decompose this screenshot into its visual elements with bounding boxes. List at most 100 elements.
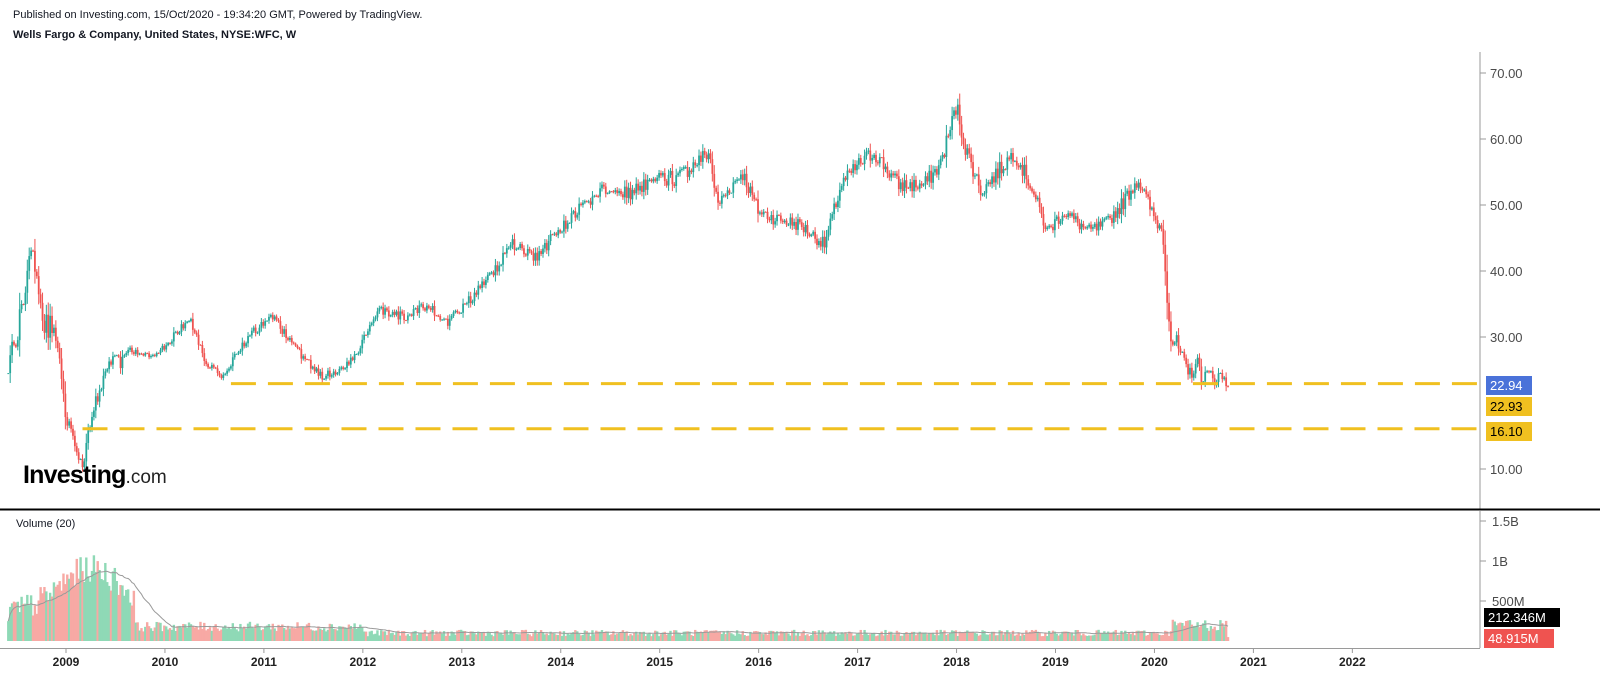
candle bbox=[582, 200, 584, 208]
candle bbox=[966, 144, 969, 159]
volume-bar bbox=[992, 631, 996, 641]
candle bbox=[977, 166, 980, 194]
candle bbox=[1053, 211, 1056, 238]
volume-bar bbox=[166, 629, 170, 641]
candle bbox=[911, 175, 914, 198]
volume-bar bbox=[459, 629, 463, 641]
volume-bar bbox=[153, 627, 157, 641]
volume-bar bbox=[43, 587, 46, 641]
volume-bar bbox=[667, 633, 670, 641]
candle bbox=[7, 373, 10, 375]
volume-bar bbox=[408, 635, 411, 641]
volume-bar bbox=[968, 631, 971, 641]
candle bbox=[406, 312, 409, 324]
volume-bar bbox=[1224, 620, 1228, 641]
volume-bar bbox=[201, 628, 204, 641]
candle bbox=[45, 304, 48, 343]
candle bbox=[993, 171, 995, 187]
candle bbox=[563, 214, 565, 238]
candle bbox=[357, 351, 360, 356]
candle bbox=[1063, 214, 1066, 218]
candle bbox=[597, 194, 600, 198]
candle bbox=[249, 334, 251, 338]
candle bbox=[587, 199, 590, 204]
candle bbox=[694, 159, 697, 169]
candle bbox=[595, 194, 598, 198]
volume-bar bbox=[199, 621, 202, 641]
volume-bar bbox=[897, 632, 901, 641]
volume-bar bbox=[1203, 620, 1207, 641]
candle bbox=[768, 216, 771, 223]
candle bbox=[1124, 185, 1127, 218]
volume-bar bbox=[1162, 634, 1165, 641]
volume-bar bbox=[642, 631, 646, 641]
candle bbox=[1187, 358, 1189, 380]
logo-tld: .com bbox=[125, 467, 167, 488]
volume-bar bbox=[1167, 635, 1171, 641]
candle bbox=[106, 367, 109, 373]
volume-bar bbox=[260, 630, 263, 641]
candle bbox=[258, 324, 261, 336]
candle bbox=[1181, 351, 1184, 353]
candle bbox=[859, 154, 862, 167]
candle bbox=[372, 316, 375, 327]
volume-bar bbox=[893, 634, 897, 641]
candle bbox=[998, 152, 1001, 188]
volume-ma-tag: 212.346M bbox=[1484, 608, 1560, 627]
candle bbox=[574, 207, 577, 222]
candle bbox=[1183, 348, 1186, 361]
volume-bar bbox=[241, 628, 244, 641]
volume-bar bbox=[1217, 629, 1220, 641]
candle bbox=[606, 192, 609, 195]
candle bbox=[1223, 375, 1226, 381]
candle bbox=[1076, 212, 1079, 227]
candle bbox=[60, 347, 63, 390]
volume-bar bbox=[220, 629, 223, 641]
candle bbox=[1133, 177, 1136, 199]
candle bbox=[916, 185, 919, 191]
volume-bar bbox=[275, 630, 278, 641]
candle bbox=[861, 162, 864, 165]
volume-bar bbox=[1186, 620, 1190, 641]
candle bbox=[334, 369, 337, 377]
candle bbox=[306, 358, 308, 361]
candle bbox=[28, 247, 31, 280]
candle bbox=[51, 306, 53, 343]
candles bbox=[7, 93, 1229, 472]
candle bbox=[913, 173, 915, 198]
candle bbox=[949, 126, 952, 140]
candle bbox=[953, 107, 955, 120]
volume-bar bbox=[1213, 626, 1216, 641]
candle bbox=[1044, 222, 1047, 232]
volume-bar bbox=[654, 630, 657, 641]
candle bbox=[429, 306, 432, 312]
candle bbox=[545, 239, 548, 254]
year-tick: 2009 bbox=[53, 648, 80, 669]
volume-bar bbox=[45, 591, 48, 641]
volume-bar bbox=[151, 630, 155, 641]
candle bbox=[469, 291, 472, 308]
candle bbox=[1021, 157, 1024, 184]
candle bbox=[878, 153, 881, 168]
candle bbox=[1166, 254, 1169, 320]
volume-bar bbox=[309, 629, 313, 641]
candle bbox=[332, 368, 335, 378]
candle bbox=[496, 261, 499, 276]
volume-bar bbox=[292, 628, 295, 641]
volume-bar bbox=[949, 632, 952, 641]
candle bbox=[962, 132, 965, 150]
candle bbox=[172, 327, 175, 347]
volume-bar bbox=[8, 606, 12, 641]
candle bbox=[1012, 147, 1014, 167]
candle bbox=[907, 186, 910, 190]
volume-bar bbox=[663, 631, 666, 641]
candle bbox=[641, 181, 643, 197]
candle bbox=[899, 178, 902, 193]
candle bbox=[79, 458, 82, 461]
candle bbox=[709, 149, 712, 164]
candle bbox=[70, 417, 72, 433]
volume-bar bbox=[1015, 634, 1019, 641]
volume-bar bbox=[846, 633, 849, 641]
volume-bar bbox=[823, 632, 826, 641]
